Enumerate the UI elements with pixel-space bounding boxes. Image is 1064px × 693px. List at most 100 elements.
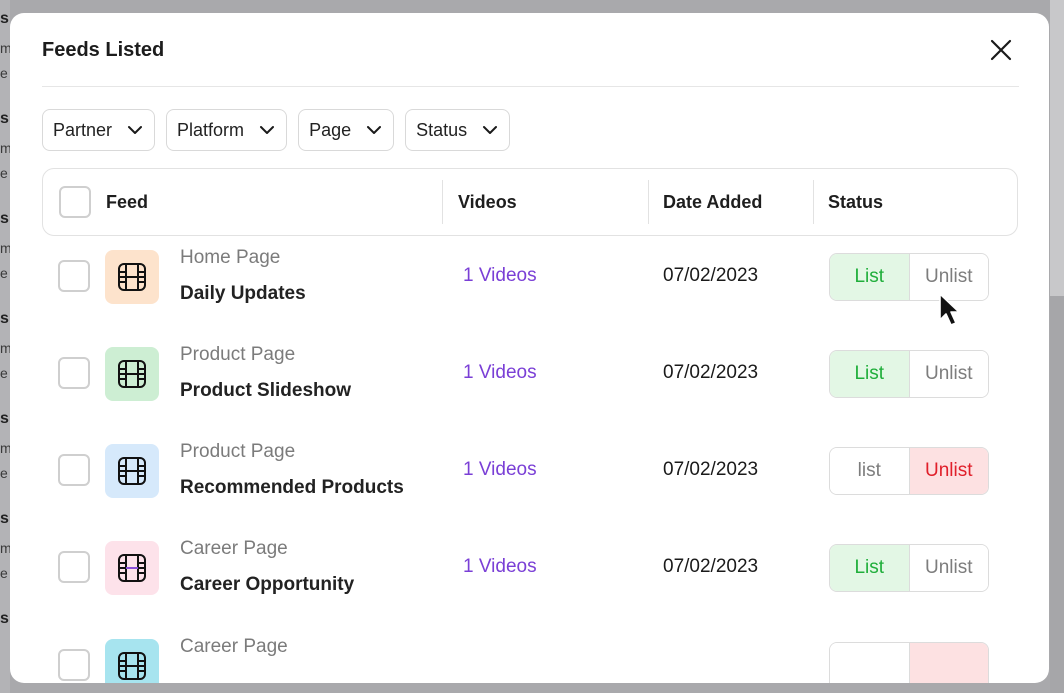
page-filter-dropdown[interactable]: Page xyxy=(298,109,395,151)
list-button[interactable]: List xyxy=(830,254,910,300)
status-filter-dropdown[interactable]: Status xyxy=(405,109,511,151)
bg-text: e xyxy=(0,165,8,181)
feed-page-name: Career Page xyxy=(180,538,288,559)
bg-text: s xyxy=(0,510,9,527)
background-page: s m e s m e s m e s m e s m e s m e s xyxy=(0,0,10,693)
bg-text: s xyxy=(0,410,9,427)
bg-text: e xyxy=(0,565,8,581)
bg-text: m xyxy=(0,540,10,556)
bg-text: m xyxy=(0,340,10,356)
row-checkbox[interactable] xyxy=(58,357,90,389)
partner-filter-dropdown[interactable]: Partner xyxy=(42,109,156,151)
filter-label: Partner xyxy=(53,119,113,140)
bg-text: s xyxy=(0,10,9,27)
table-row: Career Page xyxy=(42,622,1018,683)
bg-text: s xyxy=(0,610,9,627)
column-divider xyxy=(442,180,443,224)
select-all-checkbox[interactable] xyxy=(59,186,91,218)
feed-thumbnail xyxy=(105,347,159,401)
film-icon xyxy=(118,263,146,291)
film-icon xyxy=(118,554,146,582)
feed-thumbnail xyxy=(105,444,159,498)
background-page-right-lower xyxy=(1050,296,1064,693)
status-toggle: List Unlist xyxy=(829,350,989,398)
filter-label: Platform xyxy=(177,119,245,140)
feed-name: Product Slideshow xyxy=(180,380,352,401)
bg-text: e xyxy=(0,365,8,381)
feeds-listed-modal: Feeds Listed Partner Platform Page Statu… xyxy=(10,13,1049,683)
list-button[interactable]: List xyxy=(830,351,910,397)
bg-text: s xyxy=(0,110,9,127)
status-toggle xyxy=(829,642,989,683)
column-header-feed[interactable]: Feed xyxy=(106,191,149,212)
column-header-videos[interactable]: Videos xyxy=(458,191,517,212)
feed-name: Recommended Products xyxy=(180,477,404,498)
filter-label: Status xyxy=(416,119,468,140)
chevron-down-icon xyxy=(367,126,382,134)
unlist-button[interactable]: Unlist xyxy=(909,351,988,397)
platform-filter-dropdown[interactable]: Platform xyxy=(166,109,288,151)
column-divider xyxy=(813,180,814,224)
table-header: Feed Videos Date Added Status xyxy=(42,168,1018,236)
bg-text: m xyxy=(0,440,10,456)
row-checkbox[interactable] xyxy=(58,260,90,292)
feed-name: Career Opportunity xyxy=(180,574,355,595)
date-added: 07/02/2023 xyxy=(663,265,759,286)
unlist-button[interactable]: Unlist xyxy=(909,448,988,494)
list-button[interactable]: list xyxy=(830,448,910,494)
row-checkbox[interactable] xyxy=(58,551,90,583)
film-icon xyxy=(118,457,146,485)
feed-thumbnail xyxy=(105,250,159,304)
feed-thumbnail xyxy=(105,639,159,683)
unlist-button[interactable] xyxy=(909,643,988,683)
bg-text: e xyxy=(0,265,8,281)
videos-link[interactable]: 1 Videos xyxy=(463,362,537,383)
filter-label: Page xyxy=(309,119,352,140)
chevron-down-icon xyxy=(128,126,143,134)
chevron-down-icon xyxy=(483,126,498,134)
bg-text: m xyxy=(0,140,10,156)
bg-text: e xyxy=(0,465,8,481)
table-row: Career Page Career Opportunity 1 Videos … xyxy=(42,524,1018,621)
bg-text: s xyxy=(0,210,9,227)
table-row: Product Page Product Slideshow 1 Videos … xyxy=(42,330,1018,427)
film-icon xyxy=(118,652,146,680)
row-checkbox[interactable] xyxy=(58,649,90,681)
feed-page-name: Home Page xyxy=(180,247,281,268)
table-row: Product Page Recommended Products 1 Vide… xyxy=(42,427,1018,524)
header-divider xyxy=(42,86,1019,87)
feed-page-name: Product Page xyxy=(180,441,296,462)
feed-page-name: Product Page xyxy=(180,344,296,365)
status-toggle: List Unlist xyxy=(829,544,989,592)
unlist-button[interactable]: Unlist xyxy=(909,254,988,300)
date-added: 07/02/2023 xyxy=(663,556,759,577)
column-header-status[interactable]: Status xyxy=(828,191,884,212)
chevron-down-icon xyxy=(260,126,275,134)
close-button[interactable] xyxy=(988,37,1014,63)
status-toggle: list Unlist xyxy=(829,447,989,495)
film-icon xyxy=(118,360,146,388)
bg-text: m xyxy=(0,40,10,56)
row-checkbox[interactable] xyxy=(58,454,90,486)
list-button[interactable]: List xyxy=(830,545,910,591)
bg-text: m xyxy=(0,240,10,256)
close-icon xyxy=(990,39,1012,61)
date-added: 07/02/2023 xyxy=(663,459,759,480)
bg-text: e xyxy=(0,65,8,81)
filter-bar: Partner Platform Page Status xyxy=(42,109,511,151)
column-divider xyxy=(648,180,649,224)
unlist-button[interactable]: Unlist xyxy=(909,545,988,591)
list-button[interactable] xyxy=(830,643,910,683)
column-header-date-added[interactable]: Date Added xyxy=(663,191,763,212)
videos-link[interactable]: 1 Videos xyxy=(463,556,537,577)
videos-link[interactable]: 1 Videos xyxy=(463,459,537,480)
videos-link[interactable]: 1 Videos xyxy=(463,265,537,286)
bg-text: s xyxy=(0,310,9,327)
table-row: Home Page Daily Updates 1 Videos 07/02/2… xyxy=(42,233,1018,330)
feed-page-name: Career Page xyxy=(180,636,288,657)
modal-title: Feeds Listed xyxy=(42,39,165,61)
date-added: 07/02/2023 xyxy=(663,362,759,383)
status-toggle: List Unlist xyxy=(829,253,989,301)
feed-name: Daily Updates xyxy=(180,283,306,304)
feed-thumbnail xyxy=(105,541,159,595)
